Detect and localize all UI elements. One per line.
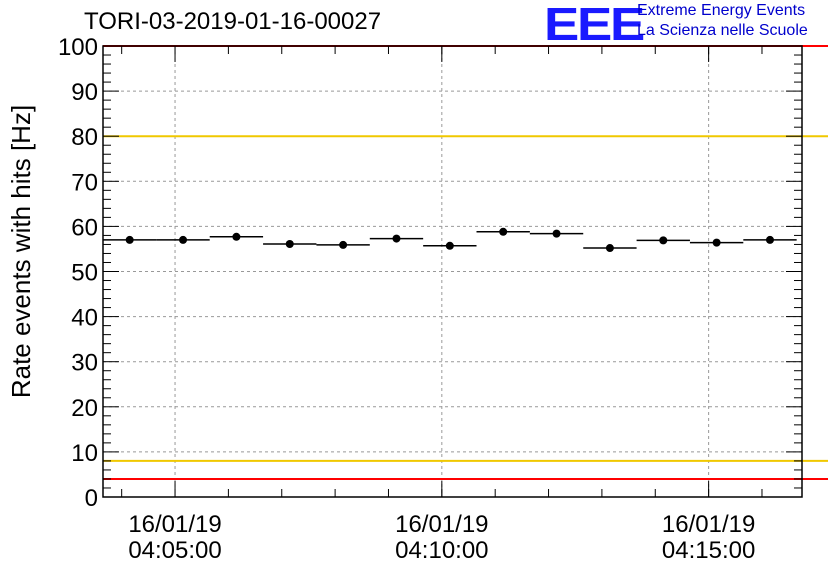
data-point <box>659 236 668 245</box>
data-point <box>765 235 774 244</box>
x-tick-label-time: 04:10:00 <box>395 537 488 564</box>
data-point <box>712 238 721 247</box>
data-point <box>232 232 241 241</box>
data-point <box>392 234 401 243</box>
data-point <box>339 240 348 249</box>
data-point <box>125 235 134 244</box>
eee-logo: EEE <box>544 0 645 50</box>
x-tick-label-date: 16/01/19 <box>128 511 221 538</box>
y-tick-label: 50 <box>71 260 98 287</box>
y-axis-label: Rate events with hits [Hz] <box>6 105 36 398</box>
y-tick-label: 0 <box>85 485 98 512</box>
data-point <box>552 229 561 238</box>
x-tick-label-date: 16/01/19 <box>662 511 755 538</box>
data-points <box>103 227 797 253</box>
y-tick-label: 30 <box>71 350 98 377</box>
y-tick-label: 10 <box>71 440 98 467</box>
chart-title: TORI-03-2019-01-16-00027 <box>84 8 382 35</box>
data-point <box>285 239 294 248</box>
y-tick-label: 100 <box>58 34 98 61</box>
y-tick-label: 70 <box>71 169 98 196</box>
y-tick-label: 60 <box>71 214 98 241</box>
x-tick-label-time: 04:05:00 <box>128 537 221 564</box>
data-point <box>179 235 188 244</box>
y-tick-label: 20 <box>71 395 98 422</box>
data-point <box>499 227 508 236</box>
axis-ticks <box>103 45 802 498</box>
data-point <box>445 241 454 250</box>
x-tick-label-date: 16/01/19 <box>395 511 488 538</box>
logo-line-2: La Scienza nelle Scuole <box>637 22 808 39</box>
axis-labels: 010203040506070809010016/01/1904:05:0016… <box>6 34 755 564</box>
y-tick-label: 80 <box>71 124 98 151</box>
data-point <box>605 244 614 253</box>
logo-line-1: Extreme Energy Events <box>637 2 806 19</box>
grid <box>103 46 802 497</box>
y-tick-label: 40 <box>71 305 98 332</box>
x-tick-label-time: 04:15:00 <box>662 537 755 564</box>
threshold-lines <box>103 45 828 480</box>
y-tick-label: 90 <box>71 79 98 106</box>
